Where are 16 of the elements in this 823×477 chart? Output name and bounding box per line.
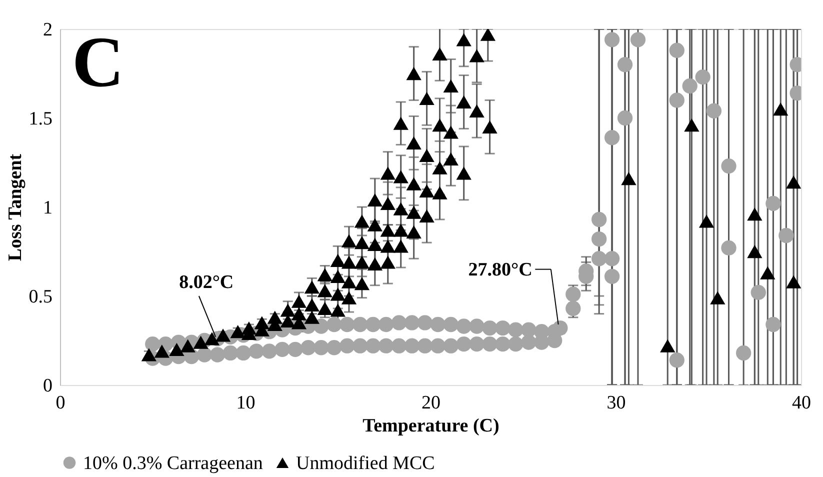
x-tick-label: 40 — [792, 392, 811, 414]
y-tick-label: 2 — [43, 20, 52, 40]
annotation: 27.80°C — [468, 259, 532, 280]
x-tick-label: 30 — [606, 392, 626, 414]
y-tick-label: 0 — [43, 376, 52, 396]
annotation: C — [72, 22, 124, 102]
y-tick-label: 1.5 — [28, 108, 52, 130]
x-axis-title: Temperature (C) — [362, 416, 500, 436]
y-axis-title: Loss Tangent — [4, 153, 26, 262]
y-tick-label: 1 — [43, 198, 52, 218]
legend-label: Unmodified MCC — [296, 452, 435, 474]
annotation: 8.02°C — [179, 272, 234, 293]
x-tick-label: 10 — [236, 392, 256, 414]
y-tick-label: 0.5 — [28, 286, 52, 308]
legend-label: 10% 0.3% Carrageenan — [83, 452, 264, 474]
x-tick-label: 20 — [422, 392, 440, 414]
